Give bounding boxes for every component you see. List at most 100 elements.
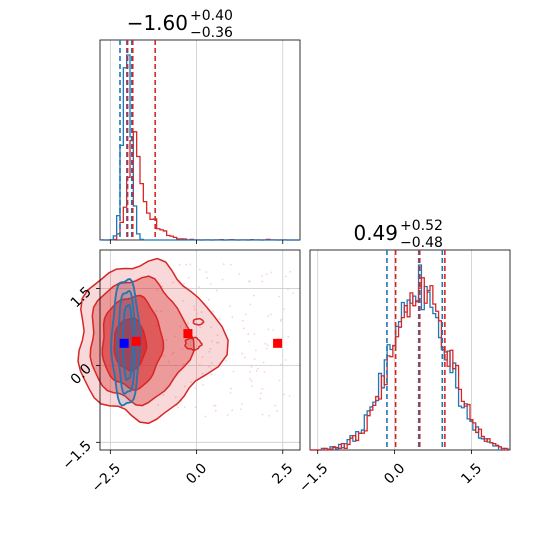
scatter-point	[248, 340, 251, 343]
scatter-point	[276, 410, 278, 412]
marker-red	[183, 329, 193, 339]
red-contour-island	[184, 336, 203, 352]
scatter-point	[256, 367, 259, 370]
scatter-point	[241, 352, 244, 355]
scatter-point	[160, 310, 163, 312]
scatter-point	[163, 355, 166, 358]
scatter-point	[289, 270, 292, 273]
x-tick-label: −1.5	[296, 460, 331, 495]
panel-joint-frame	[99, 249, 301, 451]
scatter-point	[241, 319, 244, 322]
scatter-point	[242, 327, 245, 330]
title-plus: +0.52	[400, 218, 443, 234]
scatter-point	[207, 298, 210, 301]
scatter-point	[183, 406, 186, 409]
scatter-point	[199, 326, 202, 329]
scatter-point	[249, 370, 251, 373]
scatter-point	[261, 280, 264, 283]
scatter-point	[253, 333, 256, 336]
scatter-point	[251, 385, 254, 388]
title-minus: −0.36	[190, 25, 233, 41]
title-median: 0.49	[353, 221, 398, 245]
scatter-point	[238, 273, 240, 275]
scatter-point	[213, 404, 215, 407]
scatter-point	[218, 318, 221, 320]
scatter-point	[184, 326, 187, 329]
scatter-point	[255, 370, 258, 372]
scatter-point	[182, 363, 185, 366]
scatter-point	[193, 305, 195, 308]
scatter-point	[222, 263, 225, 266]
scatter-point	[161, 285, 164, 288]
scatter-point	[200, 311, 203, 313]
scatter-point	[208, 350, 211, 353]
scatter-point	[211, 362, 213, 365]
scatter-point	[156, 289, 159, 292]
scatter-point	[187, 276, 190, 279]
scatter-point	[183, 283, 185, 285]
scatter-point	[264, 342, 267, 345]
scatter-point	[229, 392, 232, 394]
scatter-point	[243, 356, 246, 359]
scatter-point	[174, 364, 177, 367]
panel-joint-density: −2.5 0.0 2.5−1.50.01.5	[59, 249, 301, 496]
marker-red	[273, 338, 283, 348]
x-tick-label: 0.0	[381, 460, 408, 487]
scatter-point	[261, 275, 263, 278]
scatter-point	[230, 387, 232, 390]
scatter-point	[265, 347, 268, 350]
scatter-point	[260, 392, 262, 395]
scatter-point	[215, 341, 218, 344]
scatter-point	[183, 385, 186, 388]
scatter-point	[247, 333, 250, 336]
scatter-point	[255, 349, 257, 352]
scatter-point	[250, 365, 253, 368]
scatter-point	[261, 388, 264, 390]
scatter-point	[167, 360, 170, 363]
scatter-point	[229, 263, 232, 266]
scatter-point	[249, 280, 251, 283]
scatter-point	[272, 329, 275, 331]
scatter-point	[206, 276, 209, 279]
scatter-point	[177, 406, 179, 409]
hist-p1-red	[99, 131, 300, 241]
scatter-point	[212, 310, 214, 313]
scatter-point	[231, 316, 234, 318]
scatter-point	[278, 295, 280, 298]
scatter-point	[261, 413, 264, 416]
scatter-point	[268, 414, 271, 417]
title-plus: +0.40	[190, 8, 233, 24]
scatter-point	[287, 335, 290, 338]
scatter-point	[171, 281, 174, 284]
scatter-point	[165, 339, 168, 341]
scatter-point	[265, 273, 268, 276]
scatter-point	[179, 325, 182, 328]
scatter-point	[263, 370, 266, 373]
scatter-point	[215, 289, 218, 292]
scatter-point	[174, 396, 177, 399]
panel-p2-histogram: −1.5 0.0 1.5	[296, 249, 511, 496]
scatter-point	[286, 288, 289, 291]
scatter-point	[214, 409, 217, 412]
scatter-point	[284, 275, 287, 278]
scatter-point	[172, 351, 175, 354]
scatter-point	[247, 280, 250, 283]
scatter-point	[157, 404, 159, 406]
scatter-point	[194, 406, 197, 409]
scatter-point	[174, 335, 177, 338]
scatter-point	[205, 271, 208, 273]
scatter-point	[226, 414, 229, 416]
panel-title-1: −1.60 +0.40−0.36	[127, 8, 233, 41]
scatter-point	[266, 344, 269, 347]
scatter-point	[195, 312, 198, 315]
scatter-point	[240, 408, 242, 411]
scatter-point	[240, 403, 243, 405]
scatter-point	[209, 283, 212, 286]
title-median: −1.60	[127, 11, 188, 35]
hist-p1-blue	[100, 54, 300, 241]
scatter-point	[270, 271, 273, 274]
x-tick-label: 1.5	[458, 460, 485, 487]
marker-blue	[119, 338, 129, 348]
scatter-point	[214, 404, 217, 407]
